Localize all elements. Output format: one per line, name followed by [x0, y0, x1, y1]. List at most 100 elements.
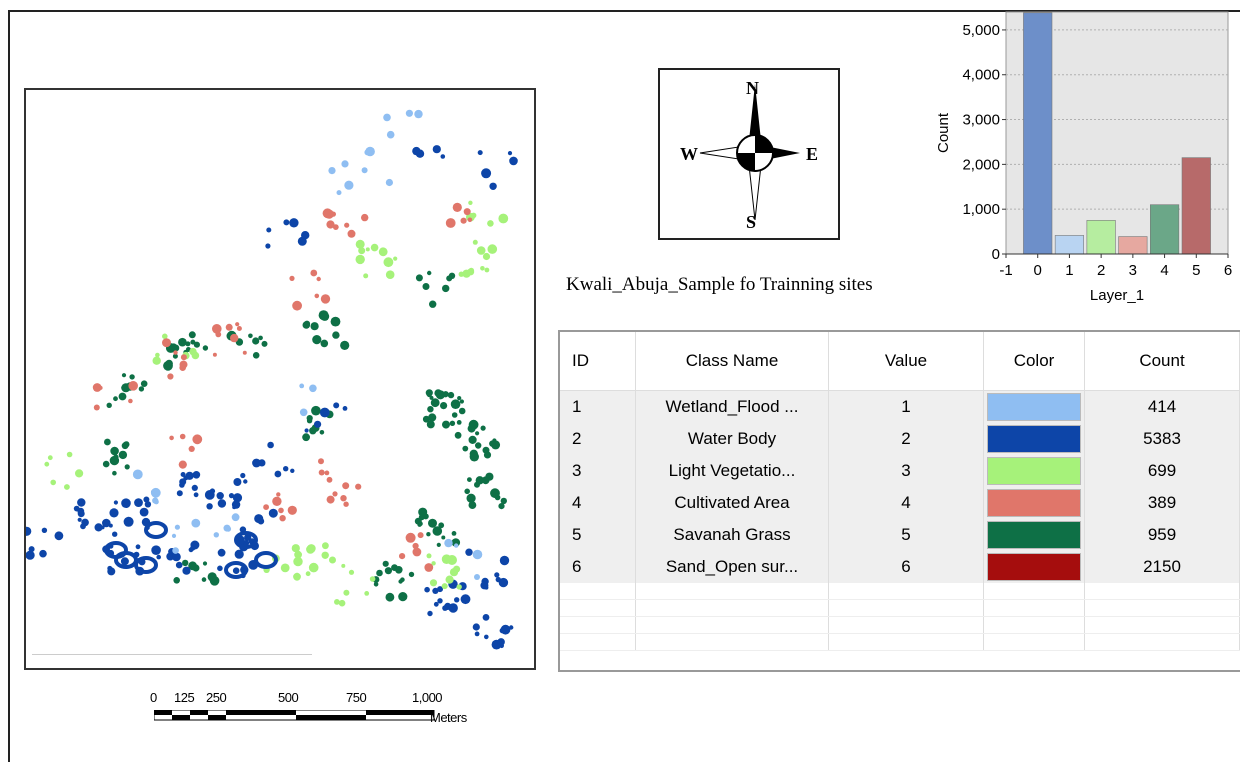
cultivated-site	[272, 496, 282, 506]
cell-color	[983, 487, 1085, 519]
color-swatch[interactable]	[987, 457, 1081, 485]
empty-cell	[983, 633, 1085, 651]
wetland-site	[361, 167, 368, 174]
table-row[interactable]: 4 Cultivated Area 4 389	[560, 487, 1240, 519]
cultivated-site	[179, 433, 186, 440]
histogram-bar	[1086, 220, 1116, 255]
water-site	[484, 634, 489, 640]
cell-color	[983, 519, 1085, 551]
header-id[interactable]: ID	[560, 332, 636, 391]
savanah-site	[498, 503, 505, 510]
x-tick-label: 0	[1034, 262, 1042, 279]
cultivated-site	[276, 492, 281, 497]
water-site	[323, 410, 328, 415]
wetland-site	[132, 469, 143, 480]
water-site	[121, 498, 131, 509]
cultivated-site	[236, 326, 242, 331]
cultivated-site	[399, 553, 406, 560]
wetland-site	[472, 549, 483, 560]
empty-cell	[560, 599, 636, 617]
y-axis-label: Count	[935, 112, 952, 153]
water-site	[26, 550, 35, 560]
light-vegetation-site	[426, 553, 432, 559]
water-site	[507, 151, 513, 156]
classification-map[interactable]	[24, 88, 536, 670]
cultivated-site	[180, 354, 187, 361]
water-site	[28, 546, 35, 553]
header-value[interactable]: Value	[828, 332, 984, 391]
light-vegetation-site	[498, 213, 509, 224]
savanah-site	[188, 561, 198, 571]
light-vegetation-site	[306, 544, 316, 553]
savanah-site	[426, 420, 435, 429]
light-vegetation-site	[334, 599, 340, 605]
water-site	[228, 493, 235, 499]
light-vegetation-site	[363, 273, 369, 279]
water-site	[500, 624, 511, 635]
header-color[interactable]: Color	[983, 332, 1085, 391]
cell-value: 5	[828, 519, 984, 551]
table-row[interactable]: 5 Savanah Grass 5 959	[560, 519, 1240, 551]
savanah-site	[422, 415, 430, 423]
cultivated-site	[460, 217, 467, 224]
savanah-site	[373, 582, 379, 587]
color-swatch[interactable]	[987, 425, 1081, 453]
header-class-name[interactable]: Class Name	[635, 332, 829, 391]
color-swatch[interactable]	[987, 393, 1081, 421]
header-count[interactable]: Count	[1084, 332, 1240, 391]
water-site	[120, 557, 129, 566]
savanah-site	[248, 333, 253, 339]
cultivated-site	[178, 460, 187, 469]
cultivated-site	[225, 323, 233, 331]
water-site	[474, 631, 480, 637]
empty-cell	[828, 599, 984, 617]
savanah-site	[466, 493, 476, 503]
water-site	[240, 472, 246, 479]
light-vegetation-site	[456, 584, 462, 590]
water-site	[481, 168, 492, 179]
light-vegetation-site	[476, 246, 486, 255]
cultivated-site	[445, 218, 456, 228]
cultivated-site	[347, 229, 356, 238]
light-vegetation-site	[291, 544, 300, 553]
savanah-site	[426, 532, 431, 537]
wetland-site	[231, 513, 240, 522]
class-attribute-table[interactable]: ID Class Name Value Color Count 1 Wetland…	[558, 330, 1240, 672]
cell-count: 2150	[1084, 551, 1240, 583]
cultivated-site	[424, 563, 434, 572]
water-site	[412, 146, 421, 156]
water-site	[265, 243, 271, 249]
cultivated-site	[342, 482, 350, 490]
water-site	[495, 576, 501, 583]
table-row[interactable]: 3 Light Vegetatio... 3 699	[560, 455, 1240, 487]
water-site	[232, 567, 240, 574]
cell-id: 6	[560, 551, 636, 583]
light-vegetation-site	[66, 451, 73, 458]
compass-rose-icon	[699, 84, 800, 221]
table-row[interactable]: 6 Sand_Open sur... 6 2150	[560, 551, 1240, 583]
cell-value: 2	[828, 423, 984, 455]
cultivated-site	[332, 491, 338, 497]
wetland-site	[153, 499, 159, 505]
color-swatch[interactable]	[987, 489, 1081, 517]
water-site	[243, 479, 248, 484]
water-site	[257, 517, 265, 525]
savanah-site	[118, 392, 127, 401]
cell-class-name: Light Vegetatio...	[635, 455, 829, 487]
color-swatch[interactable]	[987, 521, 1081, 549]
savanah-site	[456, 420, 462, 425]
water-site	[107, 567, 116, 576]
table-row[interactable]: 2 Water Body 2 5383	[560, 423, 1240, 455]
color-swatch[interactable]	[987, 553, 1081, 581]
cultivated-site	[289, 275, 295, 281]
savanah-site	[207, 572, 217, 582]
savanah-site	[138, 386, 145, 392]
light-vegetation-site	[453, 565, 461, 573]
empty-row	[560, 633, 1240, 651]
table-row[interactable]: 1 Wetland_Flood ... 1 414	[560, 390, 1240, 423]
light-vegetation-site	[305, 571, 311, 577]
cultivated-site	[361, 213, 369, 222]
water-site	[252, 458, 261, 468]
water-site	[193, 492, 199, 498]
water-site	[123, 516, 134, 527]
